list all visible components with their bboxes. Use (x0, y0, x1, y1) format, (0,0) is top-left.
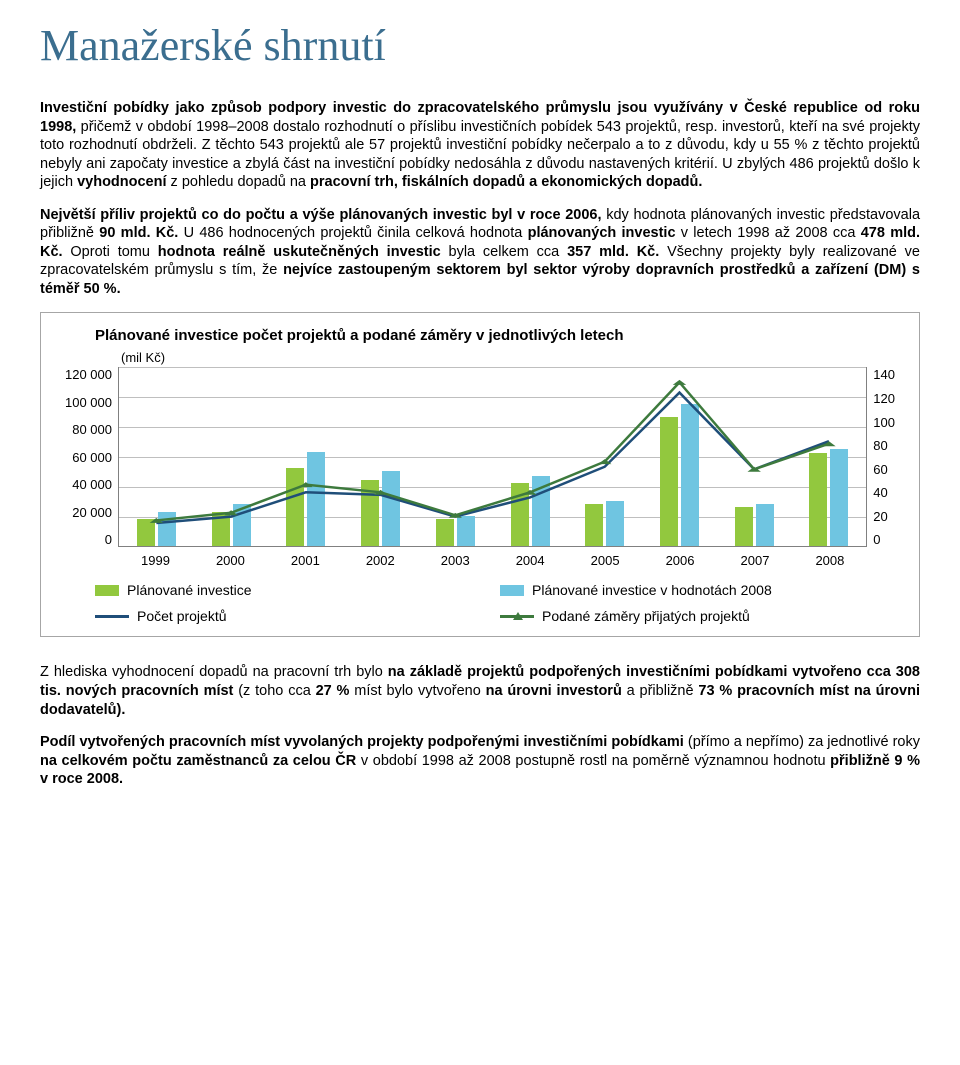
ytick-right: 20 (873, 509, 895, 524)
chart-unit-label: (mil Kč) (121, 350, 895, 365)
legend-item-bar2: Plánované investice v hodnotách 2008 (500, 582, 885, 598)
x-label: 2004 (493, 553, 568, 568)
ytick-right: 60 (873, 462, 895, 477)
x-label: 2002 (343, 553, 418, 568)
x-label: 2008 (792, 553, 867, 568)
x-label: 2001 (268, 553, 343, 568)
x-label: 2005 (568, 553, 643, 568)
chart-plot-row: 120 000100 00080 00060 00040 00020 0000 … (65, 367, 895, 568)
line-podane-zamery (156, 383, 829, 521)
ytick-right: 40 (873, 485, 895, 500)
ytick-right: 140 (873, 367, 895, 382)
ytick-left: 80 000 (65, 422, 112, 437)
ytick-left: 0 (65, 532, 112, 547)
legend-swatch-bar1 (95, 585, 119, 596)
legend-item-bar1: Plánované investice (95, 582, 480, 598)
ytick-left: 100 000 (65, 395, 112, 410)
x-label: 2006 (643, 553, 718, 568)
legend-swatch-line2 (500, 610, 534, 622)
paragraph-2: Největší příliv projektů co do počtu a v… (40, 206, 920, 299)
legend-label-bar2: Plánované investice v hodnotách 2008 (532, 582, 772, 598)
y-axis-right: 140 120 100 80 60 40 20 0 (867, 367, 895, 547)
ytick-left: 20 000 (65, 505, 112, 520)
legend-label-bar1: Plánované investice (127, 582, 252, 598)
ytick-right: 0 (873, 532, 895, 547)
ytick-left: 120 000 (65, 367, 112, 382)
paragraph-3: Z hlediska vyhodnocení dopadů na pracovn… (40, 663, 920, 719)
ytick-right: 120 (873, 391, 895, 406)
chart-container: Plánované investice počet projektů a pod… (40, 312, 920, 637)
paragraph-4: Podíl vytvořených pracovních míst vyvola… (40, 733, 920, 789)
legend-swatch-bar2 (500, 585, 524, 596)
x-label: 2003 (418, 553, 493, 568)
x-label: 1999 (118, 553, 193, 568)
paragraph-1: Investiční pobídky jako způsob podpory i… (40, 99, 920, 192)
chart-title: Plánované investice počet projektů a pod… (95, 327, 895, 344)
y-axis-left: 120 000 100 000 80 000 60 000 40 000 20 000 0 (65, 367, 118, 547)
page-title: Manažerské shrnutí (40, 20, 920, 71)
x-label: 2000 (193, 553, 268, 568)
x-label: 2007 (718, 553, 793, 568)
legend-label-line2: Podané záměry přijatých projektů (542, 608, 750, 624)
ytick-left: 40 000 (65, 477, 112, 492)
line-marker-triangle (673, 380, 686, 385)
ytick-right: 100 (873, 415, 895, 430)
legend-swatch-line1 (95, 610, 129, 622)
legend-item-line2: Podané záměry přijatých projektů (500, 608, 885, 624)
ytick-left: 60 000 (65, 450, 112, 465)
legend-label-line1: Počet projektů (137, 608, 227, 624)
chart-legend: Plánované investice Plánované investice … (65, 582, 895, 624)
plot-area: 1999200020012002200320042005200620072008 (118, 367, 867, 568)
x-axis: 1999200020012002200320042005200620072008 (118, 553, 867, 568)
legend-item-line1: Počet projektů (95, 608, 480, 624)
ytick-right: 80 (873, 438, 895, 453)
